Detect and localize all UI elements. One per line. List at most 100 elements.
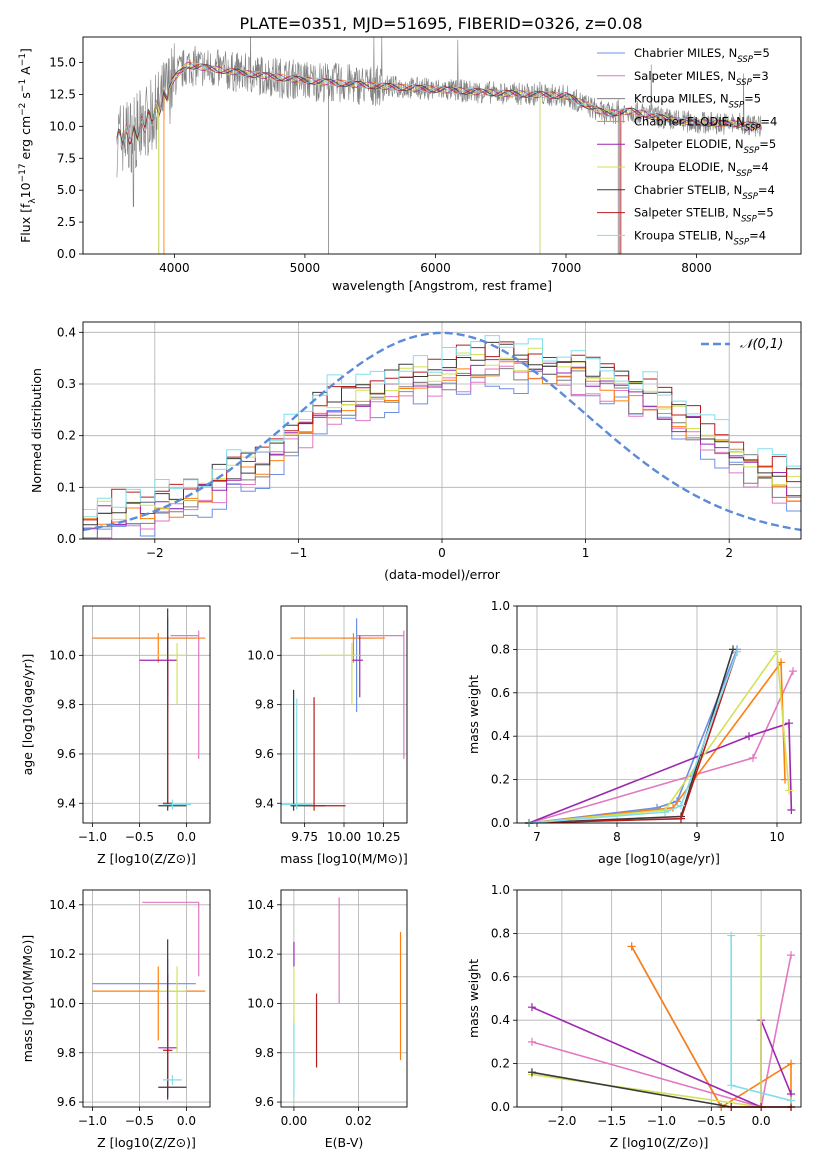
- mass-vs-ebv-panel: 0.00 0.02 9.6 9.8 10.0 10.2 10.4 E(B-V): [247, 889, 408, 1150]
- legend-entry-sub: SSP: [734, 237, 750, 247]
- y-axis-label-part: 10: [18, 182, 33, 198]
- y-axis-label-part: −2: [18, 103, 28, 116]
- legend-entry-tail: =4: [752, 160, 769, 174]
- errorbar-point: [158, 642, 187, 705]
- x-tick-label: 0.02: [345, 1114, 372, 1128]
- y-tick-label: 0.6: [491, 686, 510, 700]
- x-tick-label: −1.0: [647, 1114, 676, 1128]
- legend-entry: Kroupa STELIB, NSSP=4: [634, 228, 766, 247]
- y-tick-label: 0.0: [57, 532, 76, 546]
- tick-marks: 9.75 10.00 10.25 9.4 9.6 9.8 10.0: [247, 648, 400, 844]
- legend-entry-name: Salpeter STELIB, N: [634, 206, 741, 220]
- errorbar-plot-area: [293, 897, 402, 1098]
- legend-entry-tail: =4: [749, 228, 766, 242]
- x-tick-label: −1: [290, 546, 308, 560]
- histogram-series: [83, 371, 801, 539]
- y-tick-label: 0.2: [57, 429, 76, 443]
- weight-marker: [733, 647, 741, 656]
- y-tick-label: 0.1: [57, 480, 76, 494]
- weight-series: [525, 647, 741, 827]
- grid-lines: [281, 890, 407, 1107]
- weight-marker: [661, 808, 669, 817]
- legend-entry-name: Kroupa MILES, N: [634, 92, 729, 106]
- y-tick-label: 15.0: [49, 56, 76, 70]
- errorbar-plot-area: [92, 901, 206, 1100]
- y-axis-label: mass [log10(M/M⊙)]: [20, 935, 35, 1063]
- histogram-series: [83, 368, 801, 539]
- histogram-series: [83, 365, 801, 539]
- tick-marks: −1.0 −0.5 0.0 9.4 9.6 9.8 10.0: [49, 648, 196, 844]
- y-tick-label: 10.0: [49, 996, 76, 1010]
- y-tick-label: 10.2: [247, 947, 274, 961]
- y-tick-label: 9.6: [57, 747, 76, 761]
- y-tick-label: 7.5: [57, 151, 76, 165]
- y-axis-label: age [log10(age/yr)]: [20, 654, 35, 776]
- errorbar-point: [320, 642, 360, 705]
- x-tick-label: 0.0: [177, 830, 196, 844]
- y-axis-label: Normed distribution: [29, 368, 44, 493]
- weight-marker: [677, 801, 685, 810]
- y-axis-label-part: erg cm: [18, 116, 33, 164]
- y-tick-label: 9.4: [255, 796, 274, 810]
- histogram-series: [83, 361, 801, 525]
- legend-entry: Kroupa MILES, NSSP=5: [634, 92, 761, 111]
- mass-vs-metallicity-panel: −1.0 −0.5 0.0 9.6 9.8 10.0 10.2 10.4 Z [log10(Z/…: [20, 889, 211, 1150]
- errorbar-point: [340, 618, 373, 713]
- grid-lines: [517, 605, 801, 824]
- weight-vs-metallicity-panel: −2.0 −1.5 −1.0 −0.5 0.0 0.0 0.2 0.4 0.6 0.8 1.0 Z […: [466, 883, 802, 1150]
- y-tick-label: 0.4: [491, 1013, 510, 1027]
- x-axis-label: Z [log10(Z/Z⊙)]: [97, 1135, 196, 1150]
- x-tick-label: 2: [725, 546, 733, 560]
- weight-marker: [745, 732, 753, 741]
- weight-marker: [787, 1059, 796, 1068]
- errorbar-point: [158, 608, 187, 811]
- x-tick-label: −2.0: [547, 1114, 576, 1128]
- y-tick-label: 9.4: [57, 796, 76, 810]
- x-axis-label: E(B-V): [325, 1135, 364, 1150]
- legend-entry-tail: =5: [753, 46, 770, 60]
- x-tick-label: 8000: [681, 261, 712, 275]
- weight-marker: [677, 814, 685, 823]
- y-tick-label: 0.2: [491, 773, 510, 787]
- legend-entry-sub: SSP: [736, 169, 752, 179]
- legend-entry-name: Chabrier ELODIE, N: [634, 114, 745, 128]
- tick-marks: −1.0 −0.5 0.0 9.6 9.8 10.0 10.2 10.4: [49, 898, 196, 1128]
- errorbar-point: [290, 633, 385, 663]
- legend-entry: Salpeter ELODIE, NSSP=5: [634, 137, 776, 156]
- grid-lines: [83, 606, 210, 823]
- grid-lines: [83, 890, 210, 1107]
- errorbar-point: [356, 630, 405, 759]
- weight-marker: [785, 719, 793, 728]
- errorbar-point: [170, 630, 200, 759]
- y-tick-label: 0.6: [491, 970, 510, 984]
- legend-entry-sub: SSP: [744, 146, 760, 156]
- weight-series-line: [528, 649, 790, 824]
- errorbar-point: [92, 618, 196, 713]
- weight-series-line: [630, 946, 792, 1109]
- axes-frame: [516, 605, 802, 824]
- model-spectrum-line: [116, 62, 761, 149]
- y-tick-label: 1.0: [491, 599, 510, 613]
- y-tick-label: 10.0: [49, 119, 76, 133]
- weight-marker: [785, 786, 793, 795]
- weight-marker: [727, 1081, 736, 1090]
- tick-marks: 0.00 0.02 9.6 9.8 10.0 10.2 10.4: [247, 898, 372, 1128]
- legend-entry-sub: SSP: [742, 192, 758, 202]
- histogram-series: [83, 341, 801, 521]
- age-vs-metallicity-panel: −1.0 −0.5 0.0 9.4 9.6 9.8 10.0 Z [log10(Z/Z⊙)] a…: [20, 605, 211, 866]
- y-axis-label-part: ]: [18, 48, 33, 53]
- weight-marker: [527, 1003, 536, 1012]
- model-spectrum-line: [116, 61, 761, 143]
- x-axis-label: age [log10(age/yr)]: [598, 851, 720, 866]
- x-tick-label: 0: [438, 546, 446, 560]
- spectrum-plot-area: [116, 37, 762, 254]
- x-tick-label: 6000: [420, 261, 451, 275]
- weight-series-line: [528, 660, 786, 824]
- model-spectrum-line: [116, 63, 761, 143]
- weight-marker: [757, 931, 766, 940]
- weight-marker: [787, 951, 796, 960]
- legend-entry-tail: =3: [752, 69, 769, 83]
- weight-series-line: [528, 722, 793, 824]
- axes-frame: [82, 321, 802, 540]
